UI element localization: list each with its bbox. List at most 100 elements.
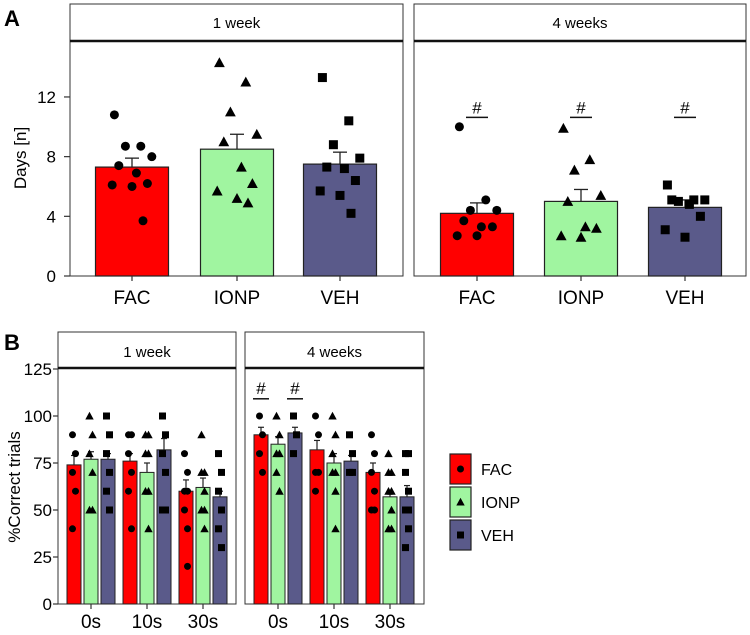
square-marker [322,162,332,172]
bar-veh [287,432,303,605]
y-tick-label: 75 [33,454,52,473]
square-marker [344,116,354,126]
triangle-marker [197,468,206,476]
square-marker [349,468,356,476]
triangle-marker [211,185,223,196]
triangle-marker [275,449,284,458]
triangle-marker [144,430,153,439]
circle-marker [181,506,188,514]
circle-marker [72,450,79,458]
legend-label: FAC [481,462,512,479]
circle-marker [69,525,76,533]
square-marker [106,506,113,514]
bar-veh [100,458,116,605]
circle-marker [371,506,378,514]
triangle-marker [225,106,236,117]
significance-marker: # [680,98,690,117]
square-marker [700,195,710,205]
triangle-marker [331,487,340,495]
triangle-marker [231,193,243,203]
square-marker [103,450,110,458]
facet-title: 1 week [213,15,261,32]
x-tick-label: 0s [81,612,101,633]
triangle-marker [144,524,153,533]
bar-veh [302,163,378,277]
square-marker [660,225,670,235]
circle-marker [128,525,135,533]
square-marker [106,468,113,476]
facet-strip [57,331,237,369]
circle-marker [109,110,119,120]
circle-marker [147,152,157,162]
square-marker [218,544,225,552]
square-marker [405,525,412,533]
circle-marker [472,231,482,241]
triangle-marker [558,122,569,133]
square-marker [317,73,327,83]
square-marker [695,211,705,221]
bar-fac [66,464,82,605]
panel-label-a: A [4,6,20,31]
triangle-marker [200,505,209,514]
triangle-marker [88,430,97,439]
y-tick-label: 12 [37,88,56,107]
circle-marker [368,431,375,439]
triangle-marker [384,449,393,458]
square-marker [290,450,297,458]
circle-marker [371,487,378,495]
bar-ionp [83,458,99,605]
triangle-marker [384,468,393,476]
x-tick-label: 0s [268,612,288,633]
square-marker [215,450,222,458]
square-marker [335,190,345,200]
circle-marker [371,450,378,458]
facet-title: 4 weeks [552,15,607,32]
triangle-marker [591,222,602,233]
triangle-marker [328,411,337,420]
triangle-marker [214,57,225,68]
square-marker [339,164,349,174]
circle-marker [184,468,191,476]
circle-marker [256,412,263,420]
significance-marker: # [576,98,586,117]
x-tick-label: FAC [114,288,151,309]
circle-marker [368,468,375,476]
triangle-marker [218,136,230,147]
triangle-marker [569,164,580,175]
square-marker [662,180,672,190]
circle-marker [312,487,319,495]
triangle-marker [272,468,281,476]
x-tick-label: 10s [319,612,350,633]
triangle-marker [384,487,393,495]
triangle-marker [242,197,254,208]
circle-marker [459,216,469,226]
triangle-marker [88,505,97,514]
triangle-marker [85,449,94,458]
square-marker [293,431,300,439]
circle-marker [128,431,135,439]
y-axis-label-a: Days [n] [11,127,30,189]
facet-title: 1 week [123,344,171,361]
square-marker [349,450,356,458]
y-tick-label: 0 [47,267,56,286]
triangle-marker [144,487,153,495]
bar-fac [122,460,138,605]
circle-marker [131,168,141,178]
circle-marker [125,450,132,458]
triangle-marker [555,230,567,241]
square-marker [405,506,412,514]
triangle-marker [331,524,340,533]
square-marker [218,506,225,514]
circle-marker [487,222,497,232]
circle-marker [465,205,475,215]
square-marker [402,468,409,476]
circle-marker [128,468,135,476]
triangle-marker [384,524,393,533]
square-marker [162,431,169,439]
bar-ionp [270,443,286,605]
square-marker [162,506,169,514]
triangle-marker [584,154,596,165]
square-marker [673,196,683,206]
y-tick-label: 25 [33,548,52,567]
circle-marker [492,205,502,215]
